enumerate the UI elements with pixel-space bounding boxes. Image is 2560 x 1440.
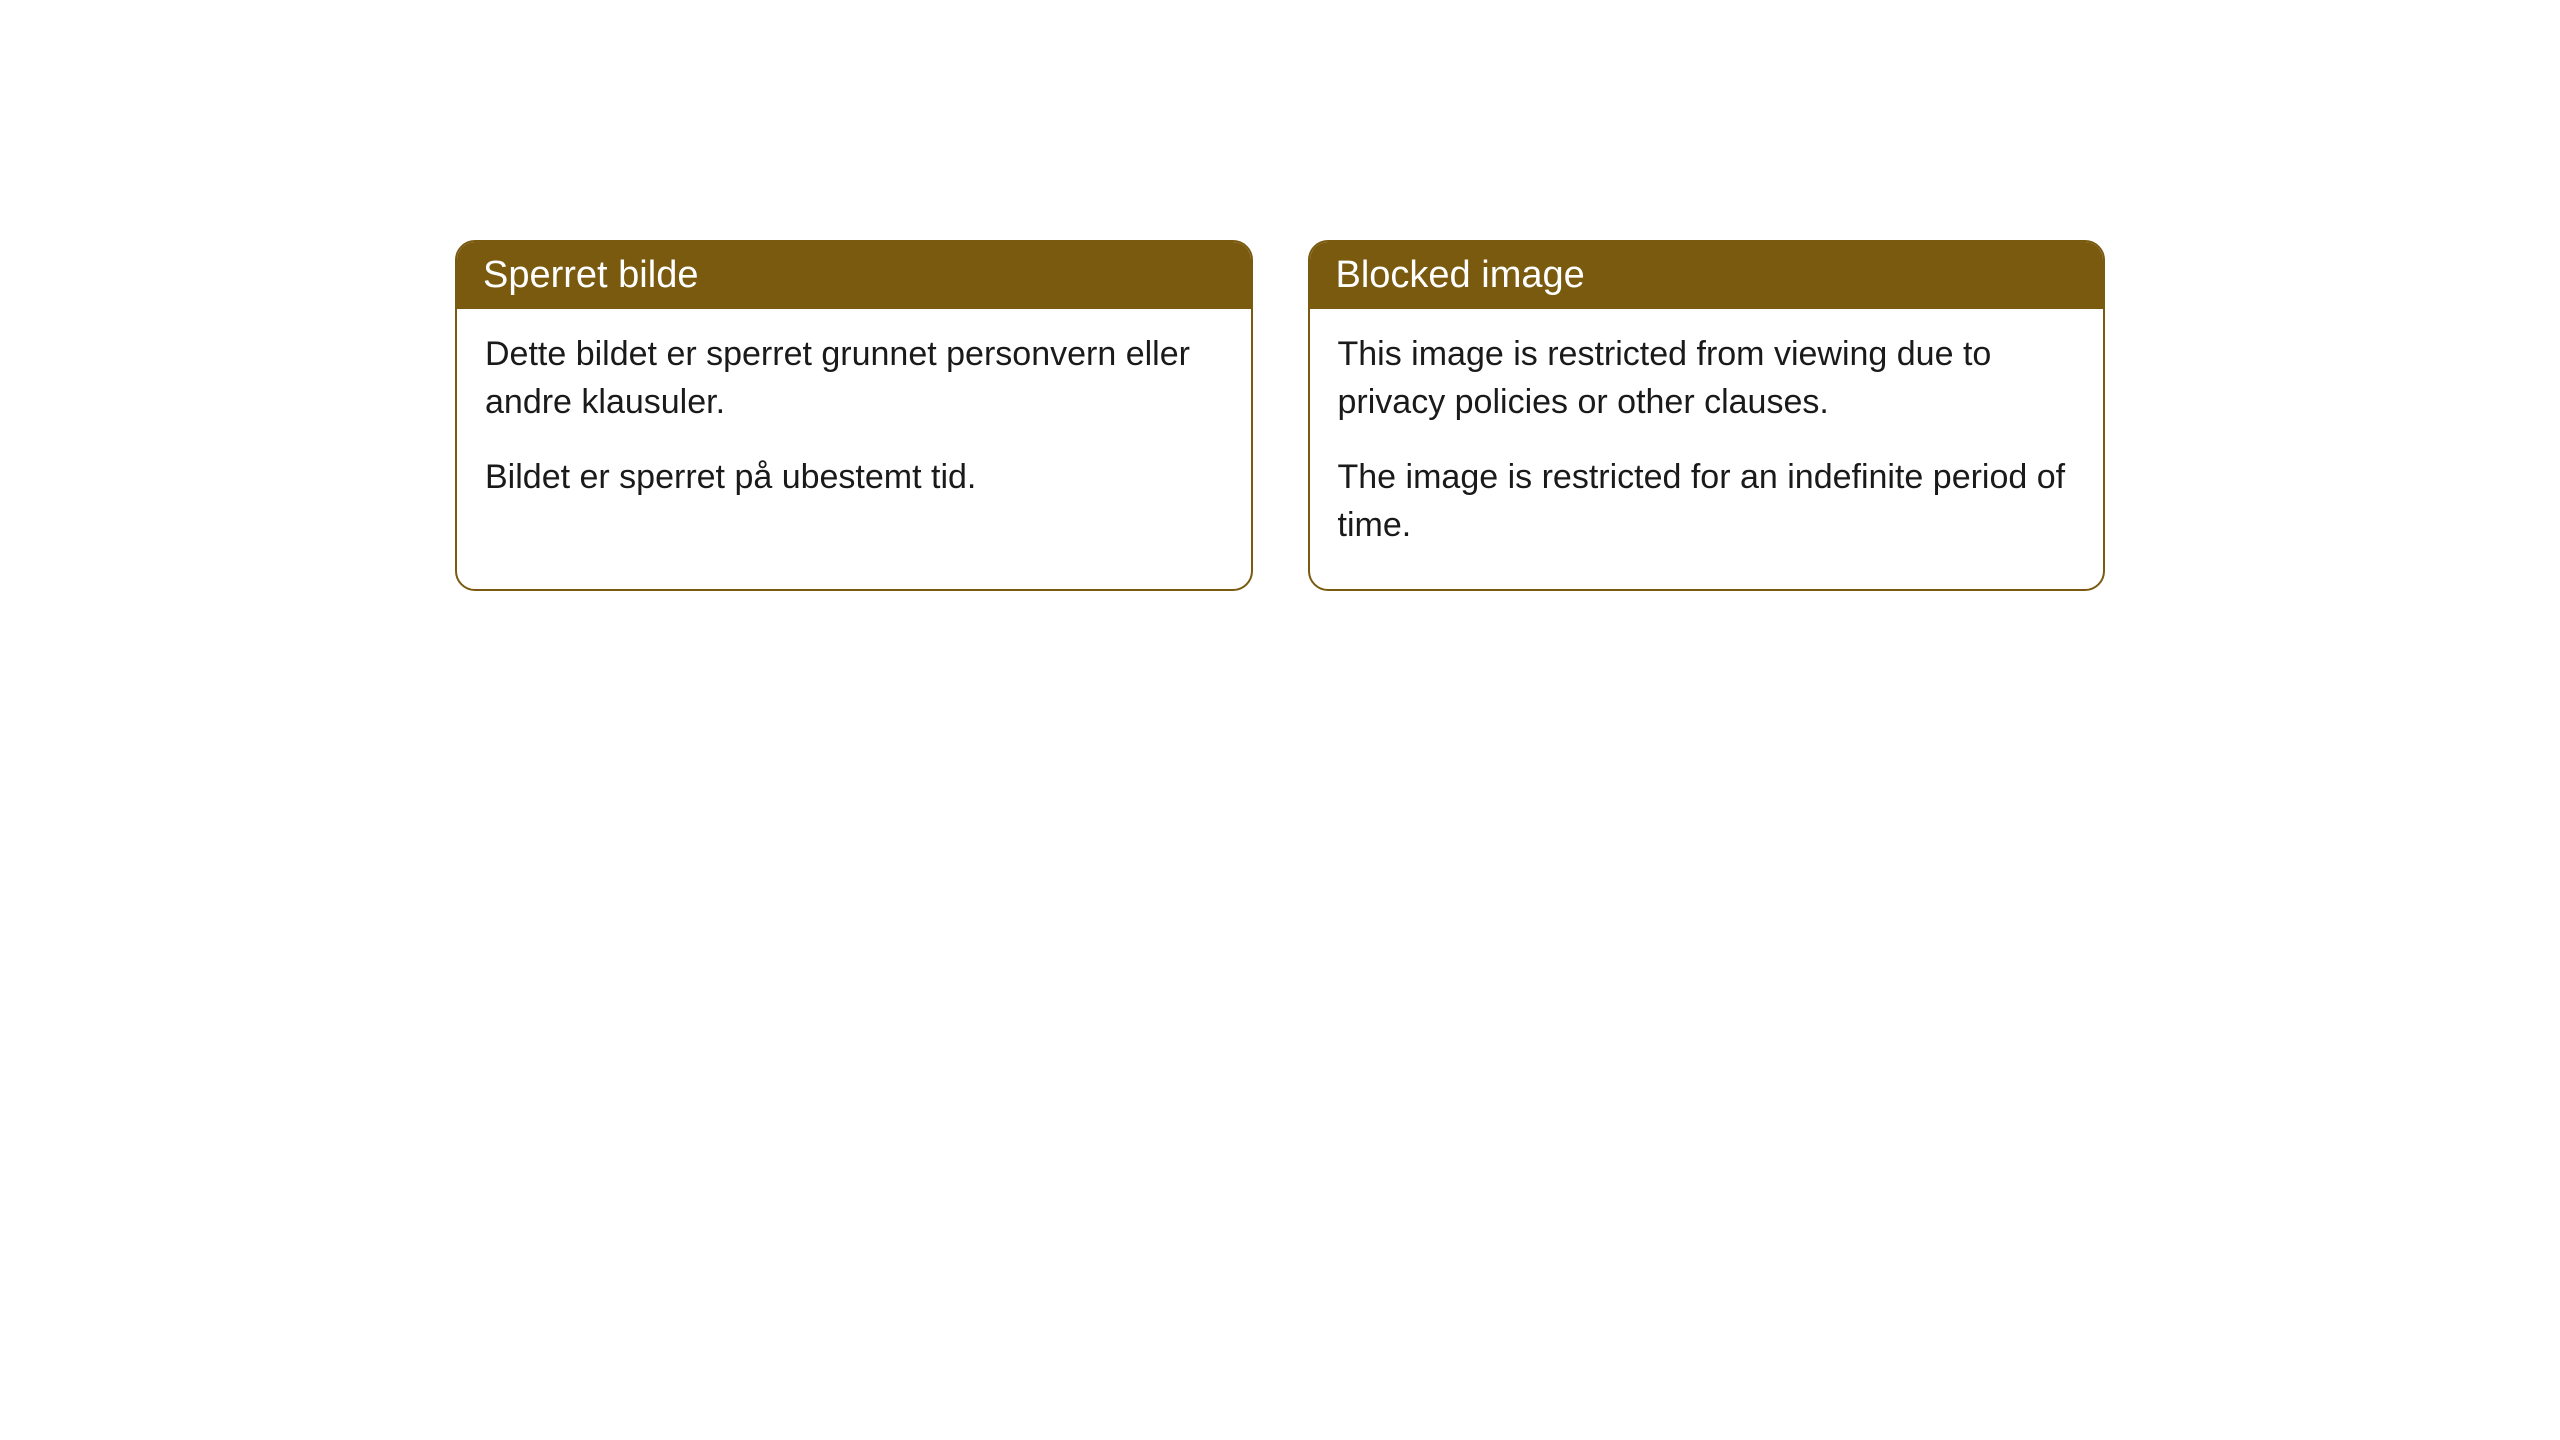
card-body-norwegian: Dette bildet er sperret grunnet personve…	[457, 309, 1251, 542]
card-header-norwegian: Sperret bilde	[457, 242, 1251, 309]
card-header-english: Blocked image	[1310, 242, 2104, 309]
blocked-image-card-norwegian: Sperret bilde Dette bildet er sperret gr…	[455, 240, 1253, 591]
card-paragraph-english-1: This image is restricted from viewing du…	[1338, 331, 2076, 426]
card-paragraph-norwegian-1: Dette bildet er sperret grunnet personve…	[485, 331, 1223, 426]
blocked-image-card-english: Blocked image This image is restricted f…	[1308, 240, 2106, 591]
cards-container: Sperret bilde Dette bildet er sperret gr…	[455, 240, 2105, 591]
card-paragraph-norwegian-2: Bildet er sperret på ubestemt tid.	[485, 454, 1223, 502]
card-paragraph-english-2: The image is restricted for an indefinit…	[1338, 454, 2076, 549]
card-body-english: This image is restricted from viewing du…	[1310, 309, 2104, 589]
